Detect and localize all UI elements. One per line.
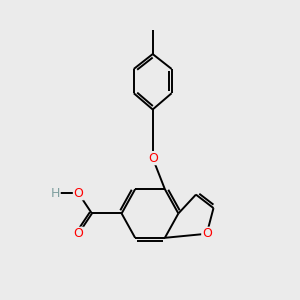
Text: O: O [148, 152, 158, 165]
Text: H: H [51, 187, 60, 200]
Text: O: O [202, 227, 212, 240]
Text: O: O [74, 227, 83, 240]
Text: O: O [74, 187, 83, 200]
